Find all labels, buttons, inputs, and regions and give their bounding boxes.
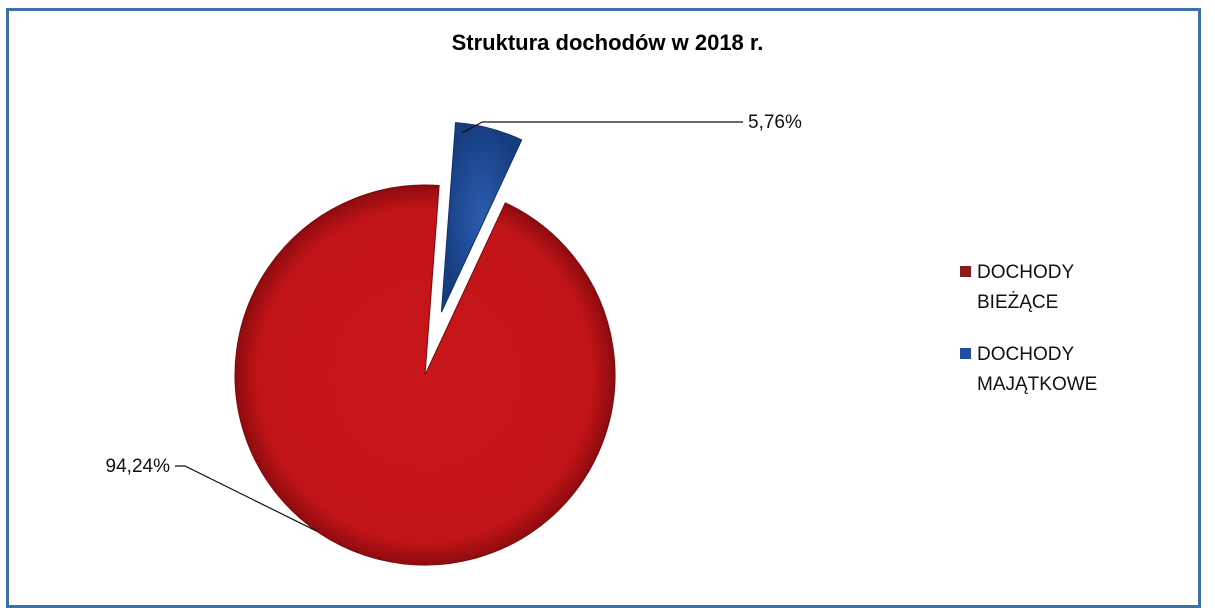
- data-label: 5,76%: [748, 112, 802, 133]
- data-label: 94,24%: [106, 456, 171, 477]
- chart-title: Struktura dochodów w 2018 r.: [451, 30, 764, 55]
- legend-swatch-dochody-biezace: [960, 266, 971, 277]
- pie-slice-dochody-biezace: [234, 184, 616, 566]
- chart-frame: [6, 8, 1201, 608]
- legend-swatch-dochody-majatkowe: [960, 348, 971, 359]
- legend-label: DOCHODY BIEŻĄCE: [977, 262, 1074, 313]
- legend-label: DOCHODY MAJĄTKOWE: [977, 344, 1098, 395]
- leader-line: [175, 465, 318, 532]
- pie-slice-dochody-majatkowe: [440, 122, 523, 313]
- legend: DOCHODY BIEŻĄCE DOCHODY MAJĄTKOWE: [960, 258, 1127, 422]
- legend-item-dochody-biezace: DOCHODY BIEŻĄCE: [960, 258, 1127, 318]
- leader-line: [461, 121, 743, 134]
- legend-item-dochody-majatkowe: DOCHODY MAJĄTKOWE: [960, 340, 1127, 400]
